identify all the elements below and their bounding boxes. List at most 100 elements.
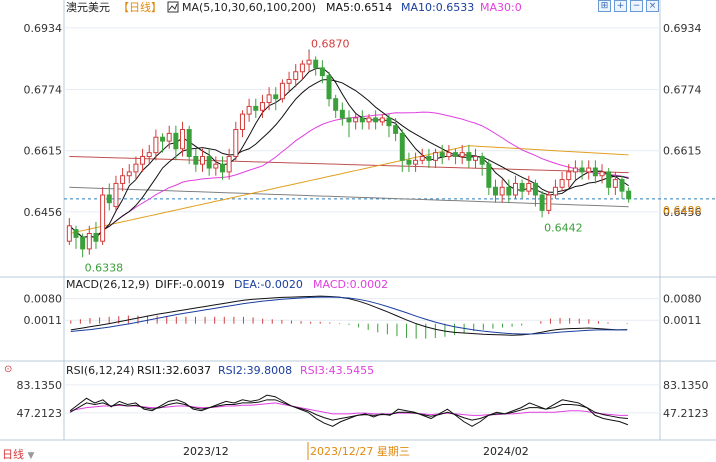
candle-body <box>153 136 159 154</box>
macd-params-label: MACD(26,12,9) <box>66 278 150 291</box>
candle-body <box>106 194 112 204</box>
period-selector[interactable]: 日线 ▼ <box>2 446 34 462</box>
candle-body <box>93 232 99 242</box>
candle-body <box>566 171 572 181</box>
candle-body <box>419 155 425 161</box>
candle-body <box>453 152 459 157</box>
candle-body <box>499 186 505 196</box>
candle-body <box>226 155 232 173</box>
candle-body <box>213 163 219 169</box>
candle-body <box>66 225 72 242</box>
macd-tick-left: 0.0011 <box>24 314 63 327</box>
grid-icon[interactable]: ⊞ <box>598 0 611 12</box>
candle-body <box>293 71 299 80</box>
candle-body <box>619 179 625 192</box>
period-label: 【日线】 <box>118 0 162 14</box>
macd-diff-line <box>70 295 628 336</box>
candle-body <box>586 167 592 173</box>
ma60-line <box>69 145 629 234</box>
candle-body <box>73 229 79 238</box>
rsi-tick-left: 47.2123 <box>17 407 63 420</box>
candle-body <box>399 132 405 161</box>
rsi3-value: RSI3:43.5455 <box>300 364 374 377</box>
price-tick-left: 0.6615 <box>24 145 63 158</box>
candle-body <box>306 59 312 65</box>
zoom-out-icon[interactable]: − <box>630 0 643 12</box>
candle-body <box>273 94 279 100</box>
macd-lines <box>70 295 628 336</box>
price-tick-left: 0.6774 <box>24 83 63 96</box>
candle-body <box>512 182 518 196</box>
macd-macd-value: MACD:0.0002 <box>313 278 388 291</box>
candle-body <box>612 179 618 188</box>
candle-body <box>459 152 465 157</box>
candle-body <box>426 155 432 161</box>
close-icon[interactable]: × <box>646 0 659 12</box>
ma30-value: MA30:0 <box>480 1 522 14</box>
macd-grid <box>64 298 660 321</box>
candle-body <box>506 186 512 196</box>
candle-body <box>393 125 399 134</box>
macd-diff-value: DIFF:-0.0019 <box>155 278 225 291</box>
candle-body <box>313 59 319 69</box>
candle-body <box>160 136 166 142</box>
rsi-params-label: RSI(6,12,24) <box>66 364 134 377</box>
price-axis-labels: 0.6934 0.6934 0.6774 0.6774 0.6615 0.6615 0.64… <box>24 22 702 275</box>
candle-body <box>200 155 206 165</box>
candle-body <box>413 159 419 165</box>
candle-body <box>466 152 472 161</box>
candle-body <box>552 186 558 196</box>
candle-body <box>406 159 412 165</box>
candle-body <box>433 152 439 161</box>
candle-body <box>146 152 152 157</box>
symbol-title: 澳元美元 <box>66 1 110 14</box>
candle-body <box>80 236 86 250</box>
candle-body <box>592 167 598 177</box>
candle-body <box>133 163 139 173</box>
chevron-down-icon: ▼ <box>27 451 35 461</box>
candle-body <box>259 102 265 111</box>
candle-body <box>86 232 92 250</box>
candle-body <box>219 163 225 173</box>
settings-dot-icon[interactable]: ⊙ <box>4 364 12 375</box>
candle-body <box>206 155 212 169</box>
candle-body <box>186 129 192 157</box>
candlestick-series <box>66 52 632 258</box>
price-tick-right: 0.6934 <box>663 22 702 35</box>
price-tick-left: 0.6934 <box>24 22 63 35</box>
candle-body <box>319 67 325 77</box>
candle-body <box>180 129 186 150</box>
candle-body <box>246 105 252 115</box>
candle-body <box>359 117 365 123</box>
candle-body <box>559 179 565 188</box>
candle-body <box>539 194 545 211</box>
candle-body <box>239 113 245 131</box>
candle-body <box>173 132 179 150</box>
ma-params-label: MA(5,10,30,60,100,200) <box>182 1 316 14</box>
candle-body <box>439 152 445 157</box>
low-price-annotation: 0.6338 <box>85 261 124 274</box>
candle-body <box>279 82 285 100</box>
macd-tick-right: 0.0080 <box>663 293 702 306</box>
zoom-in-icon[interactable]: + <box>614 0 627 12</box>
candle-body <box>346 117 352 123</box>
candle-body <box>626 190 632 200</box>
candle-body <box>339 109 345 119</box>
high-price-annotation: 0.6870 <box>311 38 350 51</box>
candle-body <box>572 167 578 173</box>
candle-body <box>126 171 132 177</box>
candle-body <box>266 94 272 104</box>
candle-body <box>386 117 392 127</box>
price-tick-right: 0.6774 <box>663 83 702 96</box>
crosshair-date-label: 2023/12/27 星期三 <box>310 445 410 458</box>
macd-histogram <box>70 315 628 339</box>
ma-legend-icon-line <box>168 3 178 11</box>
ma100-line <box>69 155 629 174</box>
candle-body <box>486 163 492 188</box>
candle-body <box>353 117 359 123</box>
candle-body <box>100 194 106 242</box>
ma10-value: MA10:0.6533 <box>401 1 474 14</box>
candle-body <box>233 129 239 157</box>
ma10-line <box>69 78 629 238</box>
